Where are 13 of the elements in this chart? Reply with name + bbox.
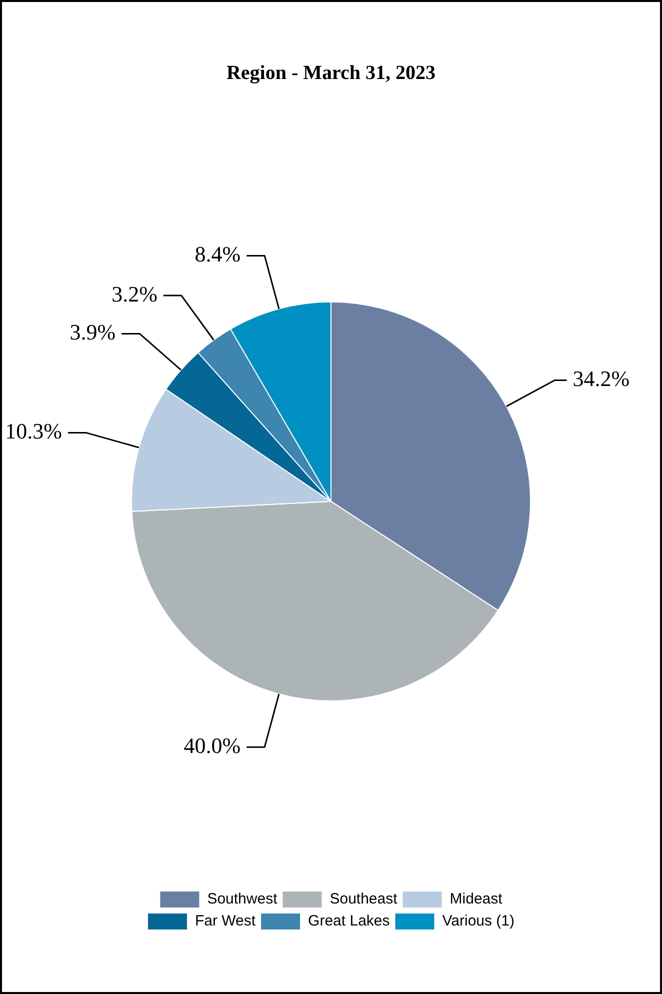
legend-label: Great Lakes (308, 912, 390, 930)
legend-label: Southeast (330, 890, 398, 908)
data-label: 3.9% (70, 319, 116, 344)
data-label: 34.2% (572, 366, 630, 391)
legend-label: Mideast (450, 890, 504, 908)
legend-label: Various (1) (442, 912, 515, 930)
data-label: 10.3% (5, 418, 62, 444)
chart-title: Region - March 31, 2023 (226, 62, 436, 84)
data-label: 40.0% (184, 732, 241, 758)
data-label: 3.2% (112, 281, 158, 306)
legend-label: Southwest (207, 890, 278, 908)
data-label: 8.4% (194, 241, 241, 266)
legend-label: Far West (194, 912, 256, 930)
